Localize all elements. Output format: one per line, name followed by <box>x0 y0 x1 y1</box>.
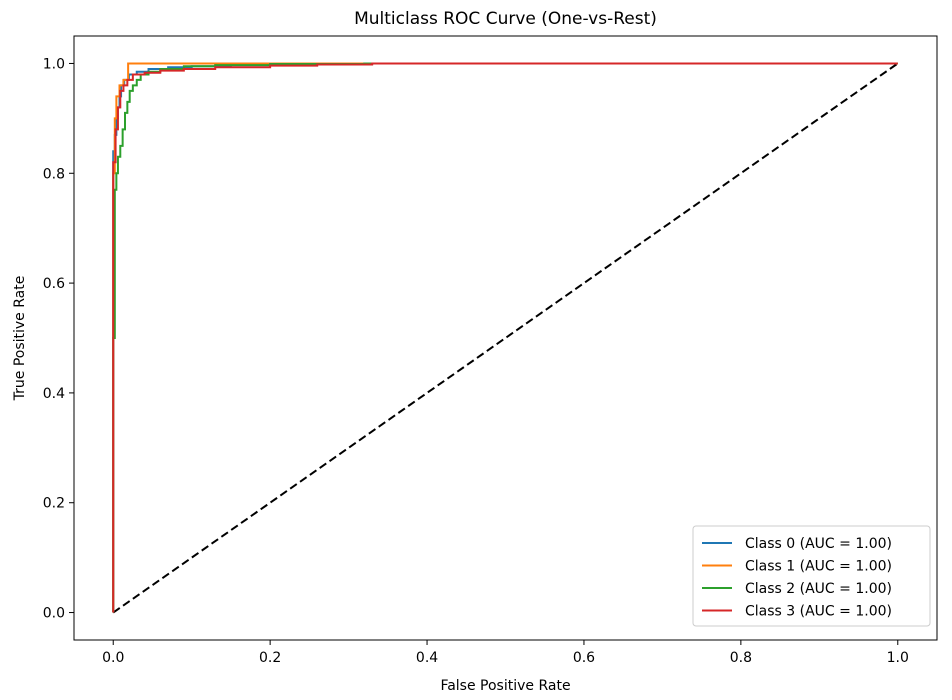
legend-entry-label: Class 1 (AUC = 1.00) <box>745 559 892 575</box>
x-tick-label: 0.6 <box>573 650 595 666</box>
y-tick-label: 0.6 <box>43 276 65 292</box>
chart-title: Multiclass ROC Curve (One-vs-Rest) <box>354 9 657 29</box>
y-tick-label: 0.4 <box>43 386 65 402</box>
x-tick-label: 0.8 <box>730 650 752 666</box>
legend-box <box>692 525 931 627</box>
legend-entry-label: Class 2 (AUC = 1.00) <box>745 581 892 597</box>
y-axis-label: True Positive Rate <box>12 276 28 402</box>
series-layer <box>112 62 899 614</box>
series-line-class-2 <box>112 62 898 613</box>
x-axis-label: False Positive Rate <box>440 678 570 694</box>
x-tick-label: 1.0 <box>887 650 909 666</box>
x-axis: 0.0 0.2 0.4 0.6 0.8 1.0 <box>102 640 909 666</box>
legend-entry-label: Class 0 (AUC = 1.00) <box>745 536 892 552</box>
x-tick-label: 0.2 <box>259 650 281 666</box>
plot-frame <box>73 35 938 641</box>
y-tick-label: 0.8 <box>43 166 65 182</box>
y-axis: 0.0 0.2 0.4 0.6 0.8 1.0 <box>43 56 74 622</box>
legend: Class 0 (AUC = 1.00) Class 1 (AUC = 1.00)… <box>692 525 931 627</box>
chance-diagonal-line <box>112 62 899 614</box>
x-tick-label: 0.4 <box>416 650 438 666</box>
series-line-class-3 <box>112 62 898 613</box>
x-tick-label: 0.0 <box>102 650 124 666</box>
legend-entry-label: Class 3 (AUC = 1.00) <box>745 604 892 620</box>
y-tick-label: 0.0 <box>43 606 65 622</box>
y-tick-label: 1.0 <box>43 56 65 72</box>
y-tick-label: 0.2 <box>43 496 65 512</box>
